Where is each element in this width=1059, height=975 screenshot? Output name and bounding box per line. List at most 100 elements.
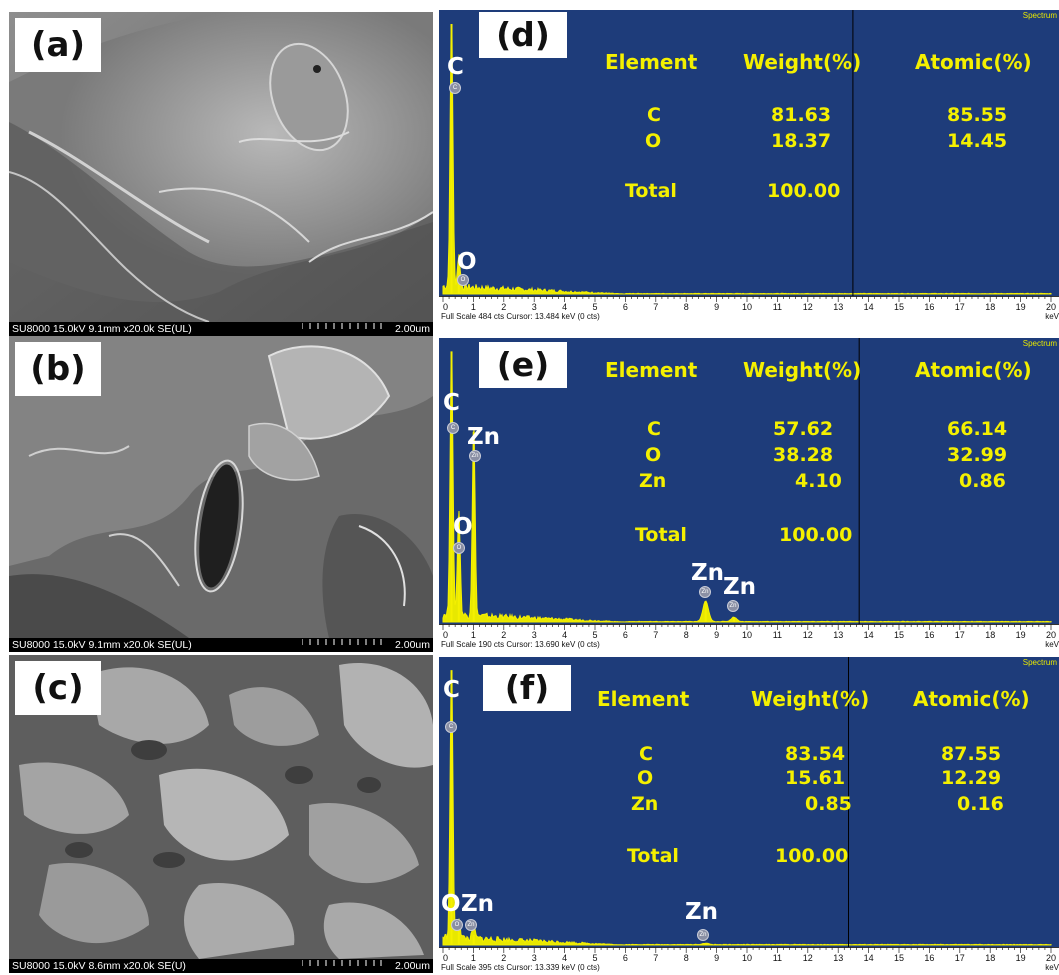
scale-text: 2.00um [394, 960, 430, 972]
tick-label: 20 [1046, 630, 1056, 640]
tick-label: 11 [773, 630, 782, 640]
eds-spectrum-chart [442, 657, 1052, 947]
tick-label: 1 [471, 953, 476, 963]
scale-bar [302, 639, 382, 645]
sem-micrograph-a [9, 12, 433, 322]
scale-bar [302, 960, 382, 966]
peak-label-zn: Zn [691, 560, 725, 586]
peak-bubble-c: C [449, 82, 461, 94]
panel-label: (e) [479, 342, 567, 388]
tick-label: 13 [833, 630, 843, 640]
tick-label: 8 [684, 630, 689, 640]
scale-text: 2.00um [394, 639, 430, 651]
header-atomic: Atomic(%) [915, 358, 1032, 382]
tick-label: 10 [742, 302, 752, 312]
row-element: O [645, 130, 662, 152]
tick-label: 14 [864, 953, 874, 963]
row-element: Zn [639, 470, 667, 492]
tick-label: 10 [742, 630, 752, 640]
tick-label: 12 [803, 302, 813, 312]
panel-label: (c) [15, 661, 101, 715]
sem-panel-b: (b) SU8000 15.0kV 9.1mm x20.0k SE(UL) 2.… [9, 336, 433, 652]
sem-panel-a: (a) SU8000 15.0kV 9.1mm x20.0k SE(UL) 2.… [9, 12, 433, 336]
row-atomic: 14.45 [947, 130, 1008, 152]
tick-label: 11 [773, 953, 782, 963]
total-value: 100.00 [779, 524, 853, 546]
peak-label-c: C [443, 677, 460, 703]
panel-label: (b) [15, 342, 101, 396]
peak-label-zn: Zn [723, 574, 757, 600]
tick-label: 5 [592, 630, 597, 640]
energy-axis: 0 1 2 3 4 5 6 7 8 9 10 11 12 13 14 15 16 17 18 19 20 [439, 624, 1059, 640]
peak-bubble-zn: Zn [469, 450, 481, 462]
spectrum-footer: Full Scale 484 cts Cursor: 13.484 keV (0… [441, 312, 600, 321]
spectrum-footer: Full Scale 190 cts Cursor: 13.690 keV (0… [441, 640, 600, 649]
panel-label: (a) [15, 18, 101, 72]
tick-label: 4 [562, 630, 567, 640]
panel-label: (d) [479, 12, 567, 58]
tick-label: 12 [803, 953, 813, 963]
eds-panel-f: Spectrum (f) Element Weight(%) Atomic(%)… [439, 657, 1059, 975]
tick-label: 9 [714, 302, 719, 312]
tick-label: 20 [1046, 302, 1056, 312]
peak-label-zn: Zn [467, 424, 501, 450]
axis-unit: keV [1045, 312, 1059, 321]
row-atomic: 12.29 [941, 767, 1002, 789]
tick-label: 18 [985, 953, 995, 963]
peak-label-c: C [443, 390, 460, 416]
tick-label: 11 [773, 302, 782, 312]
tick-label: 5 [592, 953, 597, 963]
peak-label-o: O [453, 514, 473, 540]
tick-label: 20 [1046, 953, 1056, 963]
tick-label: 10 [742, 953, 752, 963]
peak-bubble-c: C [447, 422, 459, 434]
tick-label: 17 [955, 630, 965, 640]
tick-label: 13 [833, 953, 843, 963]
sem-panel-c: (c) SU8000 15.0kV 8.6mm x20.0k SE(U) 2.0… [9, 655, 433, 973]
tick-label: 14 [864, 630, 874, 640]
total-label: Total [625, 180, 677, 202]
eds-plot-area: Spectrum (f) Element Weight(%) Atomic(%)… [439, 657, 1059, 947]
eds-plot-area: Spectrum (d) Element Weight(%) Atomic(%)… [439, 10, 1059, 296]
tick-label: 19 [1016, 630, 1026, 640]
tick-label: 6 [623, 630, 628, 640]
tick-label: 0 [443, 302, 448, 312]
row-element: O [637, 767, 654, 789]
row-atomic: 87.55 [941, 743, 1002, 765]
spectrum-tag: Spectrum [1022, 11, 1057, 20]
row-element: C [639, 743, 653, 765]
eds-spectrum-chart [442, 338, 1052, 624]
tick-label: 4 [562, 302, 567, 312]
tick-label: 15 [894, 953, 904, 963]
peak-bubble-o: O [453, 542, 465, 554]
tick-label: 6 [623, 953, 628, 963]
row-element: C [647, 418, 661, 440]
tick-label: 2 [501, 630, 506, 640]
peak-bubble-c: C [445, 721, 457, 733]
tick-label: 7 [653, 630, 658, 640]
tick-label: 2 [501, 302, 506, 312]
row-weight: 4.10 [795, 470, 842, 492]
total-label: Total [635, 524, 687, 546]
tick-label: 0 [443, 630, 448, 640]
axis-unit: keV [1045, 640, 1059, 649]
row-element: Zn [631, 793, 659, 815]
row-weight: 18.37 [771, 130, 832, 152]
spectrum-tag: Spectrum [1022, 339, 1057, 348]
header-atomic: Atomic(%) [915, 50, 1032, 74]
peak-bubble-o: O [457, 274, 469, 286]
tick-label: 3 [532, 630, 537, 640]
eds-panel-e: Spectrum (e) Element Weight(%) Atomic(%)… [439, 338, 1059, 652]
energy-axis: 0 1 2 3 4 5 6 7 8 9 10 11 12 13 14 15 16 17 18 19 20 [439, 296, 1059, 312]
row-atomic: 85.55 [947, 104, 1008, 126]
tick-label: 18 [985, 630, 995, 640]
spectrum-trace [442, 33, 1052, 295]
sem-meta-text: SU8000 15.0kV 8.6mm x20.0k SE(U) [12, 960, 186, 972]
spectrum-tag: Spectrum [1022, 658, 1057, 667]
tick-label: 1 [471, 630, 476, 640]
peak-bubble-zn: Zn [699, 586, 711, 598]
tick-label: 4 [562, 953, 567, 963]
row-weight: 0.85 [805, 793, 852, 815]
total-value: 100.00 [775, 845, 849, 867]
tick-label: 13 [833, 302, 843, 312]
